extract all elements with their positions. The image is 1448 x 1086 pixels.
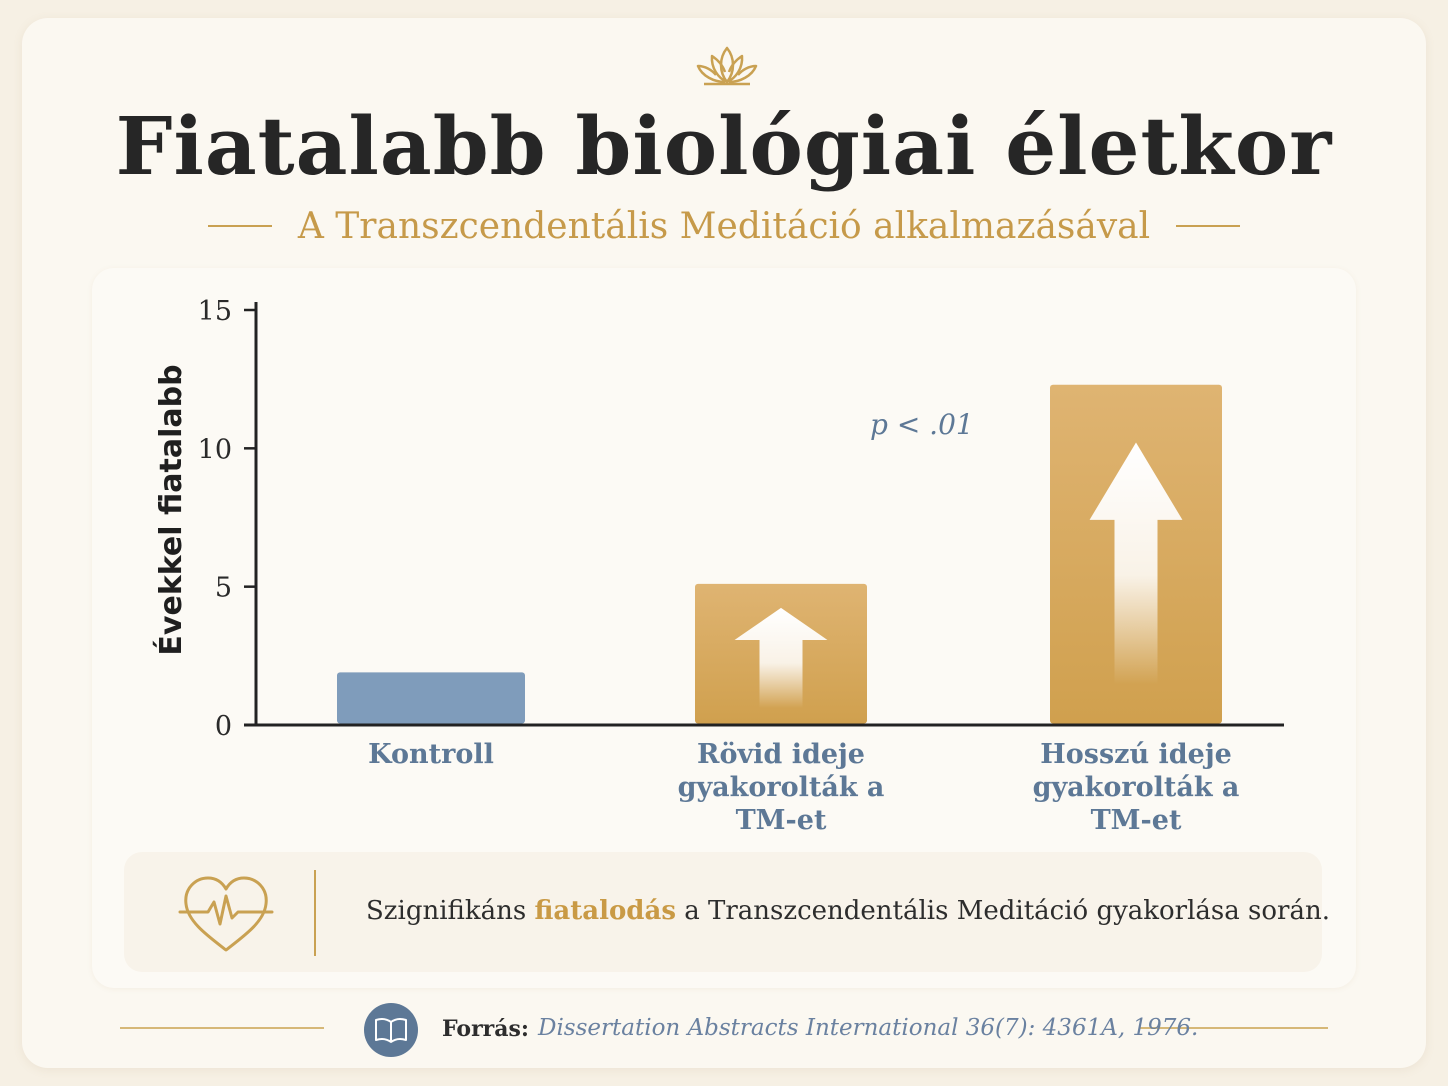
- summary-text: Szignifikáns fiatalodás a Transzcendentá…: [366, 896, 1330, 926]
- y-tick-label: 15: [198, 296, 232, 327]
- summary-divider: [314, 870, 316, 956]
- bar-arrow-icon: [1089, 442, 1183, 685]
- summary-box: [124, 852, 1322, 972]
- x-tick-label-line: Hosszú ideje: [1040, 739, 1232, 770]
- subtitle: A Transzcendentális Meditáció alkalmazás…: [297, 205, 1151, 247]
- heart-pulse-icon: [178, 876, 274, 952]
- footer-rule-left: [120, 1027, 324, 1029]
- x-tick-label: Hosszú ideje gyakorolták a TM-et: [1006, 738, 1266, 837]
- bar-arrow-icon: [734, 607, 828, 709]
- footer-rule-right: [1140, 1027, 1328, 1029]
- x-tick-label-line: TM-et: [1090, 805, 1182, 836]
- y-tick-label: 10: [198, 434, 232, 465]
- lotus-icon: [696, 46, 758, 86]
- subtitle-rule-left: [207, 225, 272, 227]
- x-tick-label-line: Kontroll: [368, 739, 494, 770]
- summary-prefix: Szignifikáns: [366, 896, 535, 926]
- book-icon: [364, 1003, 418, 1057]
- x-tick-label: Kontroll: [301, 738, 561, 771]
- y-tick-label: 0: [215, 711, 232, 742]
- page-title: Fiatalabb biológiai életkor: [115, 99, 1333, 193]
- x-tick-label-line: Rövid ideje: [697, 739, 865, 770]
- y-tick-label: 5: [215, 573, 232, 604]
- subtitle-row: A Transzcendentális Meditáció alkalmazás…: [0, 202, 1448, 250]
- x-tick-label-line: TM-et: [735, 805, 827, 836]
- bar: [337, 672, 525, 724]
- source-citation: Dissertation Abstracts International 36(…: [538, 1015, 1199, 1041]
- x-tick-label-line: gyakorolták a: [677, 772, 885, 803]
- source-label: Forrás:: [442, 1016, 530, 1042]
- summary-highlight: fiatalodás: [534, 896, 676, 926]
- x-tick-label: Rövid ideje gyakorolták a TM-et: [651, 738, 911, 837]
- y-axis-label: Évekkel fiatalabb: [154, 364, 189, 656]
- x-tick-label-line: gyakorolták a: [1032, 772, 1240, 803]
- subtitle-rule-right: [1176, 225, 1241, 227]
- summary-suffix: a Transzcendentális Meditáció gyakorlása…: [675, 896, 1330, 926]
- significance-annotation: p < .01: [870, 408, 974, 441]
